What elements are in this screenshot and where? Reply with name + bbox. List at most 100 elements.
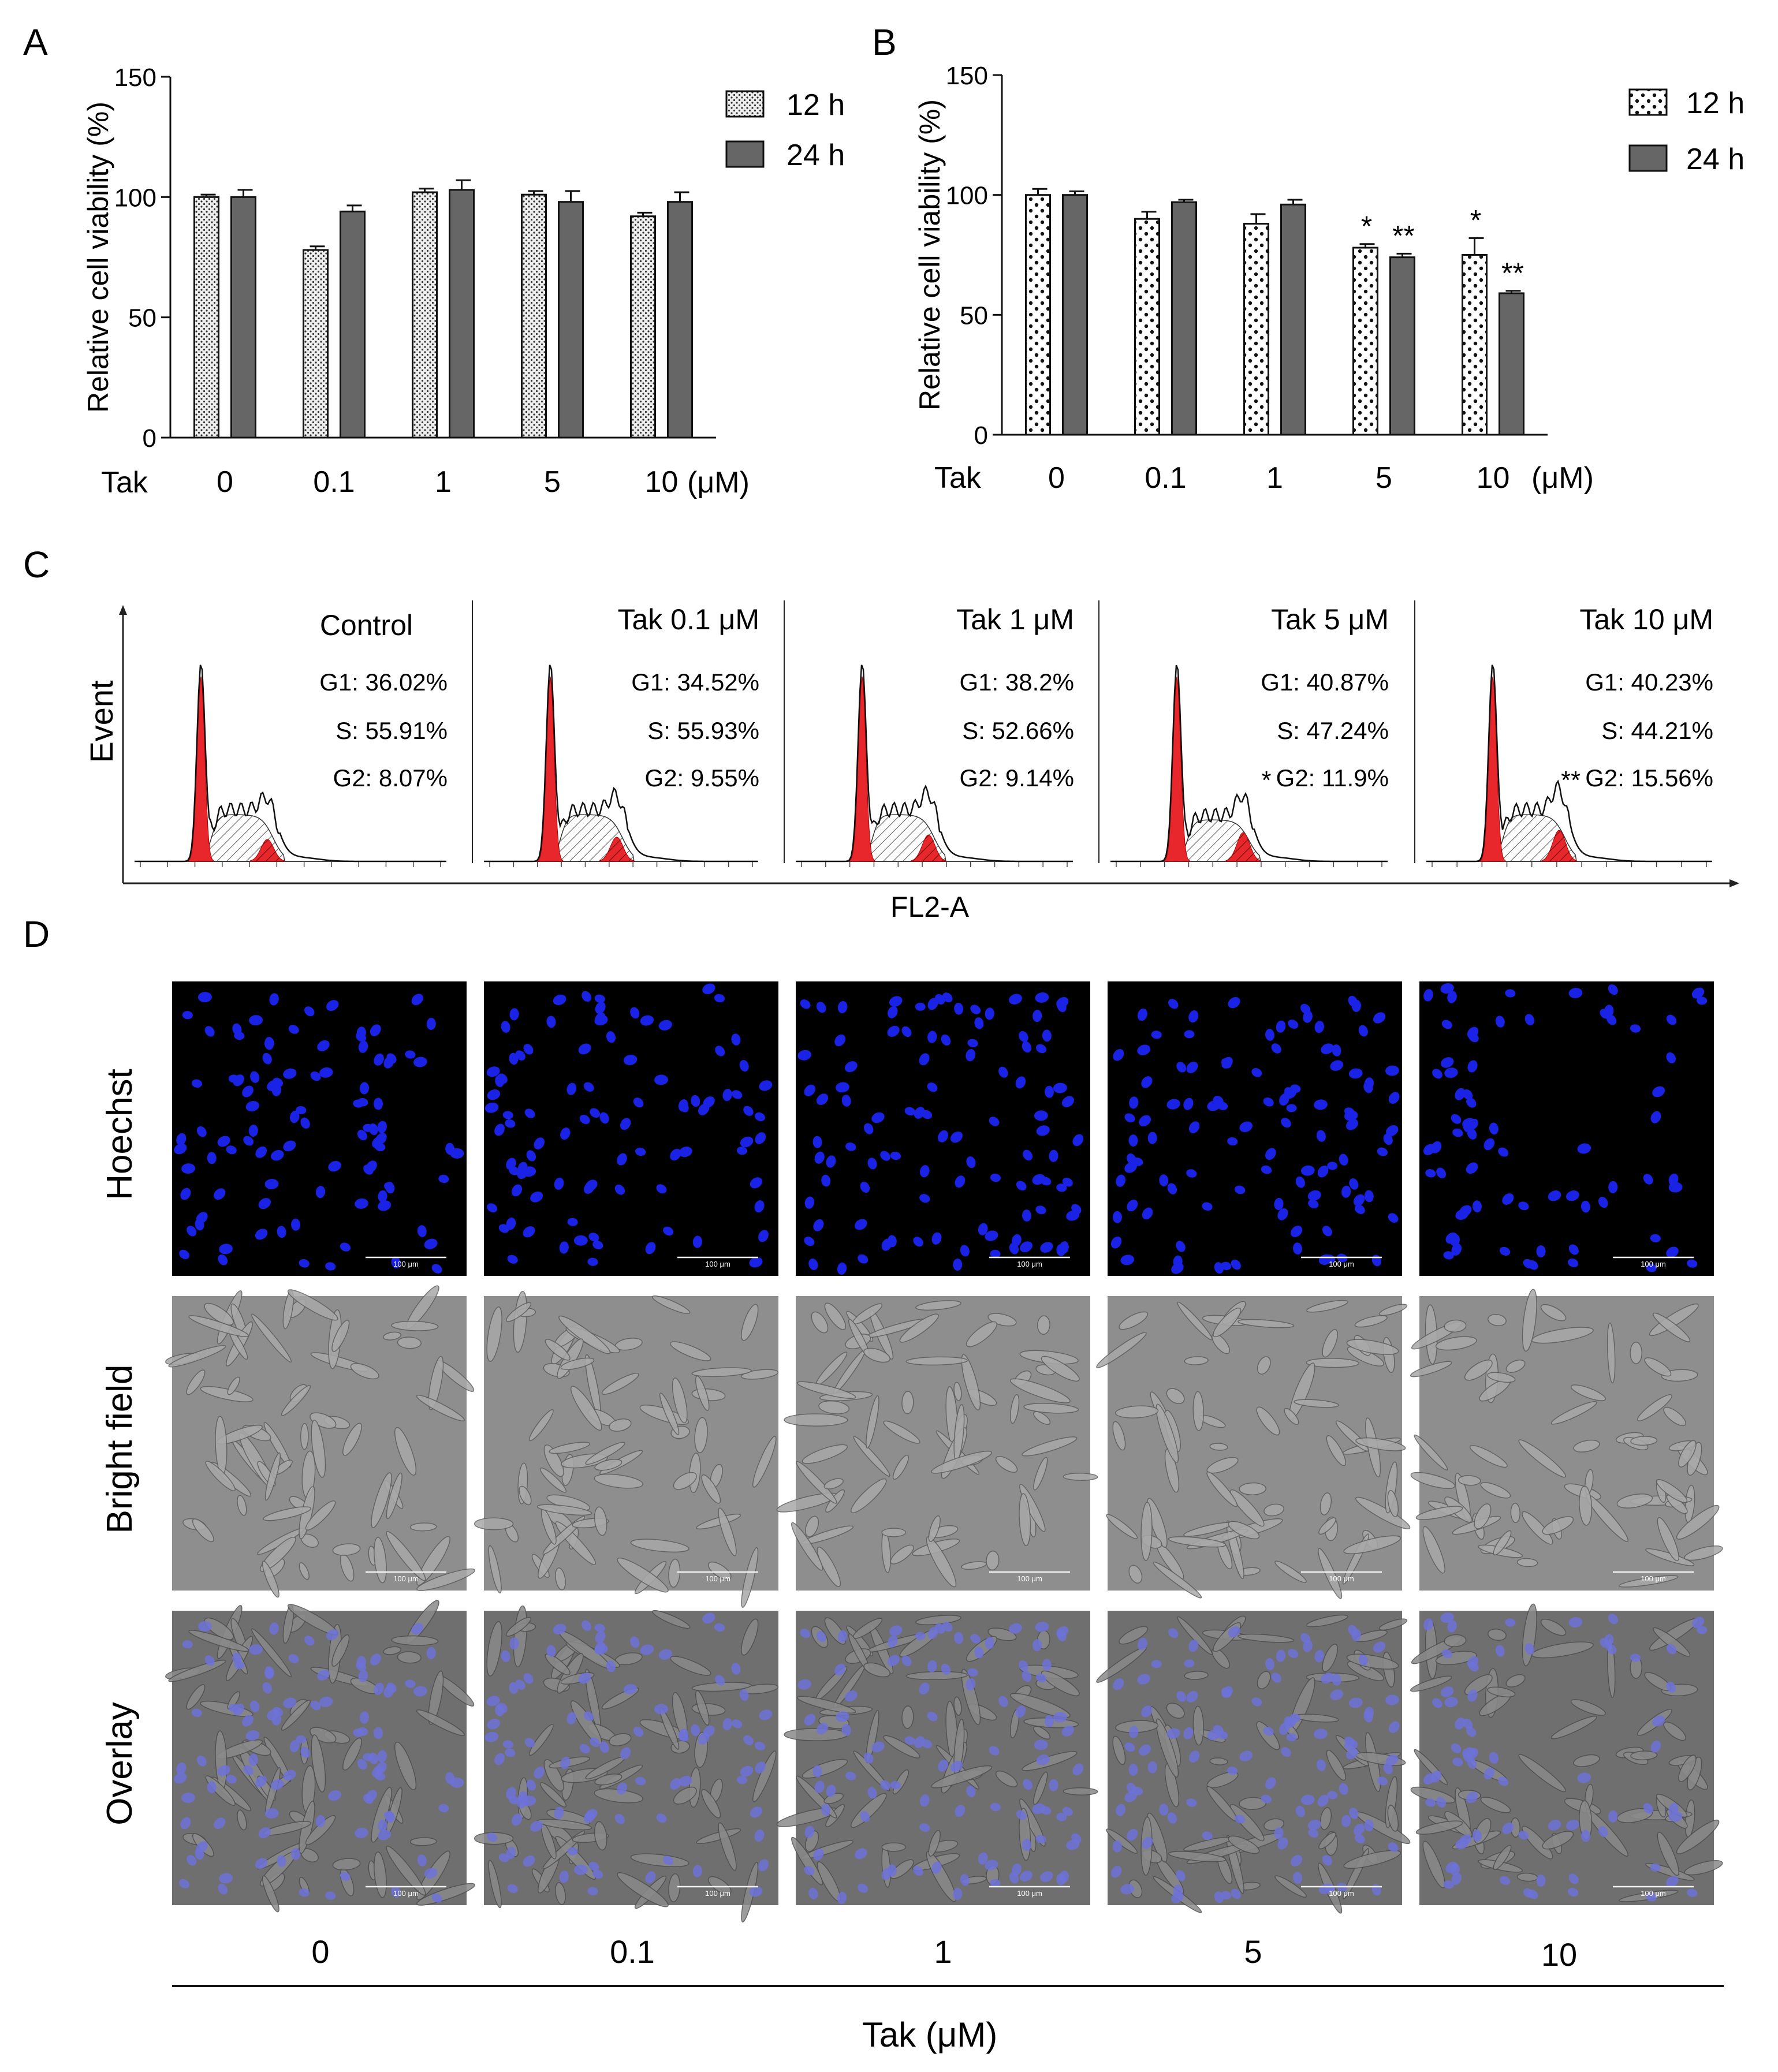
nucleus xyxy=(1524,1643,1534,1655)
histogram-significance-mark: * xyxy=(1262,766,1272,794)
nucleus xyxy=(966,1049,976,1062)
nucleus xyxy=(645,1242,656,1255)
cell-shape xyxy=(1630,1341,1643,1364)
nucleus xyxy=(567,1847,578,1856)
nucleus xyxy=(1567,1887,1579,1897)
nucleus xyxy=(985,1007,994,1020)
nucleus xyxy=(800,999,811,1009)
nucleus xyxy=(505,1119,516,1128)
row-label-overlay: Overlay xyxy=(100,1702,140,1825)
nucleus xyxy=(1120,1255,1135,1265)
scale-bar-label: 100 μm xyxy=(705,1574,730,1583)
nucleus xyxy=(1353,1823,1365,1836)
nucleus xyxy=(1035,1205,1046,1215)
nucleus xyxy=(1598,1196,1608,1208)
nucleus xyxy=(890,1151,901,1160)
chart-b-legend-12h-swatch xyxy=(1628,88,1668,116)
nucleus xyxy=(1423,989,1433,1002)
cell-shape xyxy=(1153,1561,1202,1599)
nucleus xyxy=(606,1660,616,1672)
histogram-curve xyxy=(1110,664,1388,863)
cell-shape xyxy=(1630,1750,1658,1761)
nucleus xyxy=(1344,1107,1355,1117)
nucleus xyxy=(283,1068,297,1079)
cell-shape xyxy=(416,1568,476,1591)
nucleus xyxy=(1271,1672,1281,1683)
nucleus xyxy=(1358,1025,1368,1037)
cell-shape xyxy=(796,1696,856,1714)
nucleus xyxy=(264,1808,279,1819)
nucleus xyxy=(385,1181,395,1194)
nucleus xyxy=(385,1810,395,1823)
nucleus xyxy=(1015,1076,1026,1089)
cell-shape xyxy=(850,1478,887,1514)
histogram-g1-peak xyxy=(1164,676,1190,862)
nucleus xyxy=(328,1160,341,1172)
nucleus xyxy=(1036,1754,1050,1765)
cell-shape xyxy=(707,1561,732,1580)
nucleus xyxy=(507,1255,518,1264)
nucleus xyxy=(1265,1658,1274,1670)
nucleus xyxy=(1455,1088,1466,1100)
cell-shape xyxy=(305,1500,336,1531)
cell-shape xyxy=(192,1518,214,1543)
nucleus xyxy=(837,1000,848,1014)
nucleus xyxy=(501,1650,510,1662)
chart-b-bar xyxy=(1062,194,1088,436)
cell-shape xyxy=(802,1444,848,1464)
nucleus xyxy=(355,1827,368,1838)
nucleus xyxy=(1327,1162,1338,1170)
cell-shape xyxy=(651,1610,691,1629)
nucleus xyxy=(1022,1041,1032,1053)
nucleus xyxy=(1276,1020,1286,1033)
nucleus xyxy=(731,1663,741,1675)
nucleus xyxy=(1314,1728,1328,1739)
nucleus xyxy=(1386,1125,1399,1137)
histogram-g1-peak xyxy=(849,676,875,862)
cell-shape xyxy=(1228,1521,1260,1540)
chart-b-ytick-label: 100 xyxy=(946,182,988,210)
nucleus xyxy=(494,1753,505,1765)
nucleus xyxy=(1035,1835,1046,1844)
cell-shape xyxy=(416,1709,465,1736)
nucleus xyxy=(288,1025,299,1034)
nucleus xyxy=(759,1080,773,1091)
nucleus xyxy=(1139,1115,1151,1127)
nucleus xyxy=(1071,1204,1082,1215)
chart-a-bar xyxy=(230,196,256,439)
nucleus xyxy=(1330,1060,1344,1071)
nucleus xyxy=(1188,1750,1200,1763)
cell-shape xyxy=(1657,1517,1679,1562)
cell-shape xyxy=(1422,1526,1445,1574)
cell-shape xyxy=(1106,1514,1138,1539)
cell-shape xyxy=(1493,1845,1512,1871)
histogram-g2-peak xyxy=(599,837,635,862)
nucleus xyxy=(233,1074,244,1087)
cell-shape xyxy=(1256,1406,1280,1436)
nucleus xyxy=(1128,1134,1138,1147)
nucleus xyxy=(1251,1068,1262,1077)
nucleus xyxy=(1472,1830,1482,1842)
nucleus xyxy=(1341,1185,1351,1198)
nucleus xyxy=(1608,1181,1618,1193)
nucleus xyxy=(888,1635,898,1648)
cell-shape xyxy=(528,1724,554,1756)
cell-shape xyxy=(1480,1482,1511,1499)
nucleus xyxy=(1436,1797,1447,1808)
nucleus xyxy=(1228,997,1240,1009)
cell-shape xyxy=(1119,1311,1149,1330)
nucleus xyxy=(1277,1837,1288,1850)
nucleus xyxy=(1346,1748,1358,1760)
micrograph-overlay: 100 μm xyxy=(1096,1611,1411,1914)
nucleus xyxy=(1568,988,1583,999)
nucleus xyxy=(405,1050,416,1059)
nucleus xyxy=(1568,1617,1583,1628)
nucleus xyxy=(262,1682,272,1694)
cell-shape xyxy=(397,1336,422,1349)
cell-shape xyxy=(299,1562,310,1580)
nucleus xyxy=(966,1678,976,1691)
nucleus xyxy=(1432,1698,1442,1708)
cell-shape xyxy=(543,1444,564,1477)
nucleus xyxy=(204,1026,215,1037)
nucleus xyxy=(1608,1614,1618,1625)
